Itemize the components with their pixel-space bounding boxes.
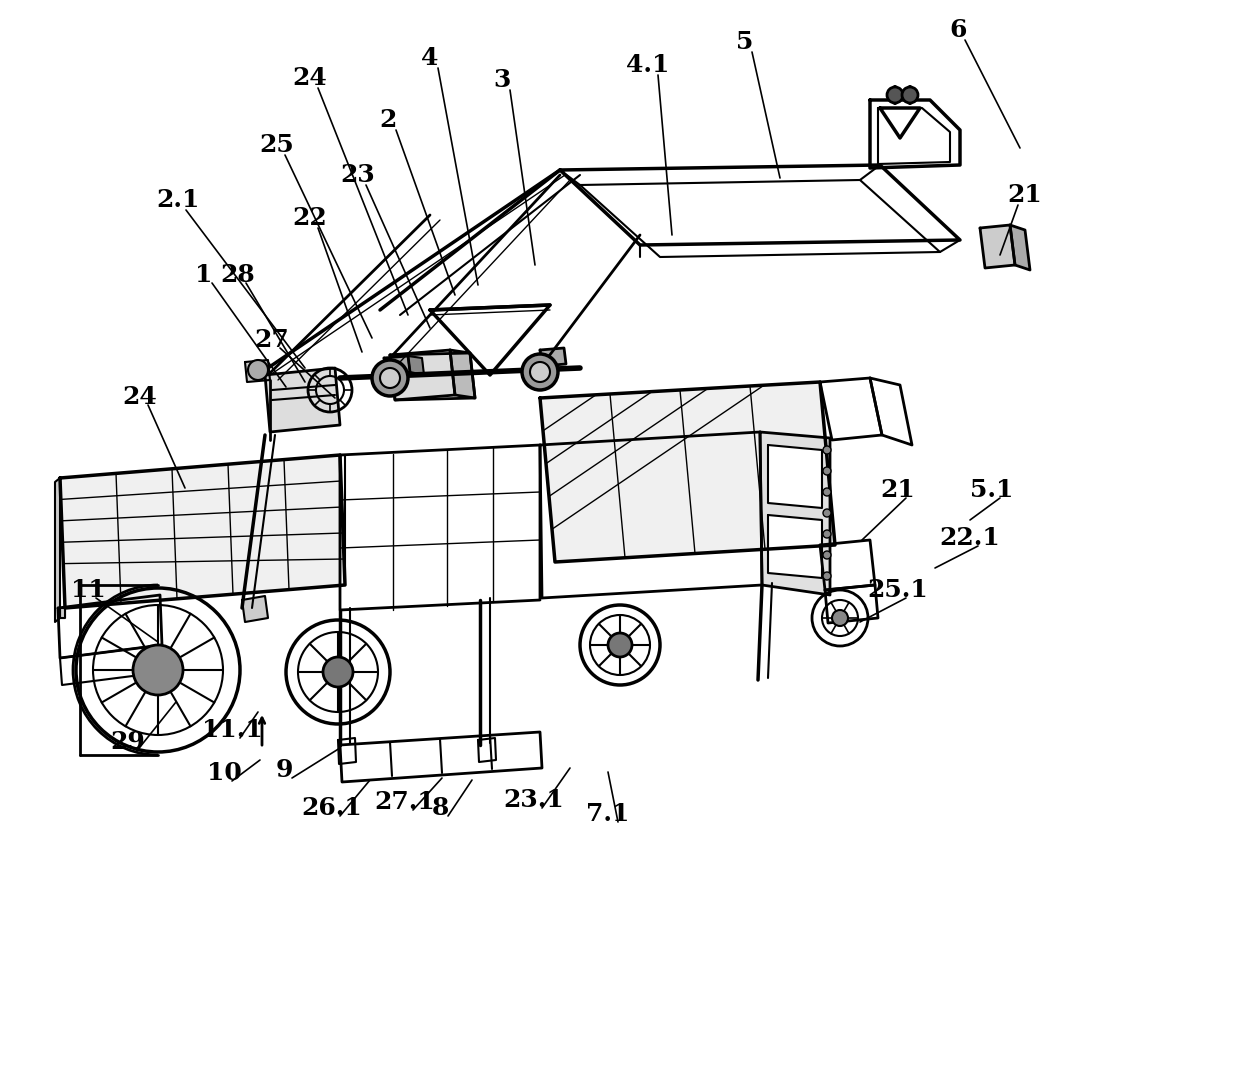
- Text: 25: 25: [259, 133, 294, 157]
- Circle shape: [522, 354, 558, 390]
- Circle shape: [823, 551, 831, 560]
- Polygon shape: [384, 356, 410, 374]
- Text: 11: 11: [71, 578, 105, 601]
- Polygon shape: [265, 368, 340, 431]
- Text: 26.1: 26.1: [301, 796, 362, 820]
- Polygon shape: [539, 348, 565, 366]
- Text: 5: 5: [737, 30, 754, 54]
- Text: 7.1: 7.1: [587, 802, 630, 826]
- Polygon shape: [1011, 225, 1030, 270]
- Circle shape: [379, 368, 401, 388]
- Text: 28: 28: [221, 263, 255, 287]
- Text: 11.1: 11.1: [202, 718, 263, 742]
- Text: 24: 24: [293, 66, 327, 90]
- Text: 4.1: 4.1: [626, 53, 670, 77]
- Circle shape: [823, 572, 831, 580]
- Text: 10: 10: [207, 761, 242, 785]
- Text: 24: 24: [123, 385, 157, 409]
- Circle shape: [823, 467, 831, 475]
- Polygon shape: [539, 382, 835, 562]
- Polygon shape: [980, 225, 1016, 268]
- Polygon shape: [242, 596, 268, 622]
- Polygon shape: [450, 350, 475, 398]
- Text: 21: 21: [880, 478, 915, 502]
- Circle shape: [372, 360, 408, 396]
- Circle shape: [322, 657, 353, 686]
- Circle shape: [608, 633, 632, 657]
- Text: 4: 4: [422, 46, 439, 70]
- Text: 2: 2: [379, 108, 397, 132]
- Text: 9: 9: [275, 758, 293, 782]
- Text: 29: 29: [110, 730, 145, 754]
- Circle shape: [133, 645, 184, 695]
- Text: 5.1: 5.1: [971, 478, 1013, 502]
- Polygon shape: [768, 445, 822, 508]
- Polygon shape: [760, 431, 830, 595]
- Text: 3: 3: [494, 68, 511, 93]
- Text: 23.1: 23.1: [503, 788, 564, 812]
- Circle shape: [248, 360, 268, 380]
- Text: 22: 22: [293, 206, 327, 230]
- Circle shape: [823, 445, 831, 454]
- Polygon shape: [408, 356, 424, 376]
- Text: 21: 21: [1008, 183, 1043, 207]
- Polygon shape: [768, 515, 822, 578]
- Circle shape: [887, 87, 903, 103]
- Circle shape: [832, 610, 848, 626]
- Circle shape: [529, 362, 551, 382]
- Circle shape: [823, 509, 831, 516]
- Polygon shape: [55, 478, 60, 622]
- Circle shape: [823, 489, 831, 496]
- Polygon shape: [60, 608, 64, 618]
- Polygon shape: [60, 455, 345, 608]
- Text: 27: 27: [254, 328, 289, 352]
- Text: 22.1: 22.1: [940, 526, 1001, 550]
- Text: 2.1: 2.1: [156, 188, 200, 212]
- Circle shape: [901, 87, 918, 103]
- Text: 6: 6: [950, 18, 967, 42]
- Circle shape: [823, 530, 831, 538]
- Text: 25.1: 25.1: [868, 578, 929, 601]
- Text: 23: 23: [341, 162, 376, 187]
- Text: 1: 1: [196, 263, 213, 287]
- Polygon shape: [391, 350, 455, 400]
- Polygon shape: [246, 360, 270, 382]
- Text: 27.1: 27.1: [374, 790, 435, 815]
- Text: 8: 8: [432, 796, 449, 820]
